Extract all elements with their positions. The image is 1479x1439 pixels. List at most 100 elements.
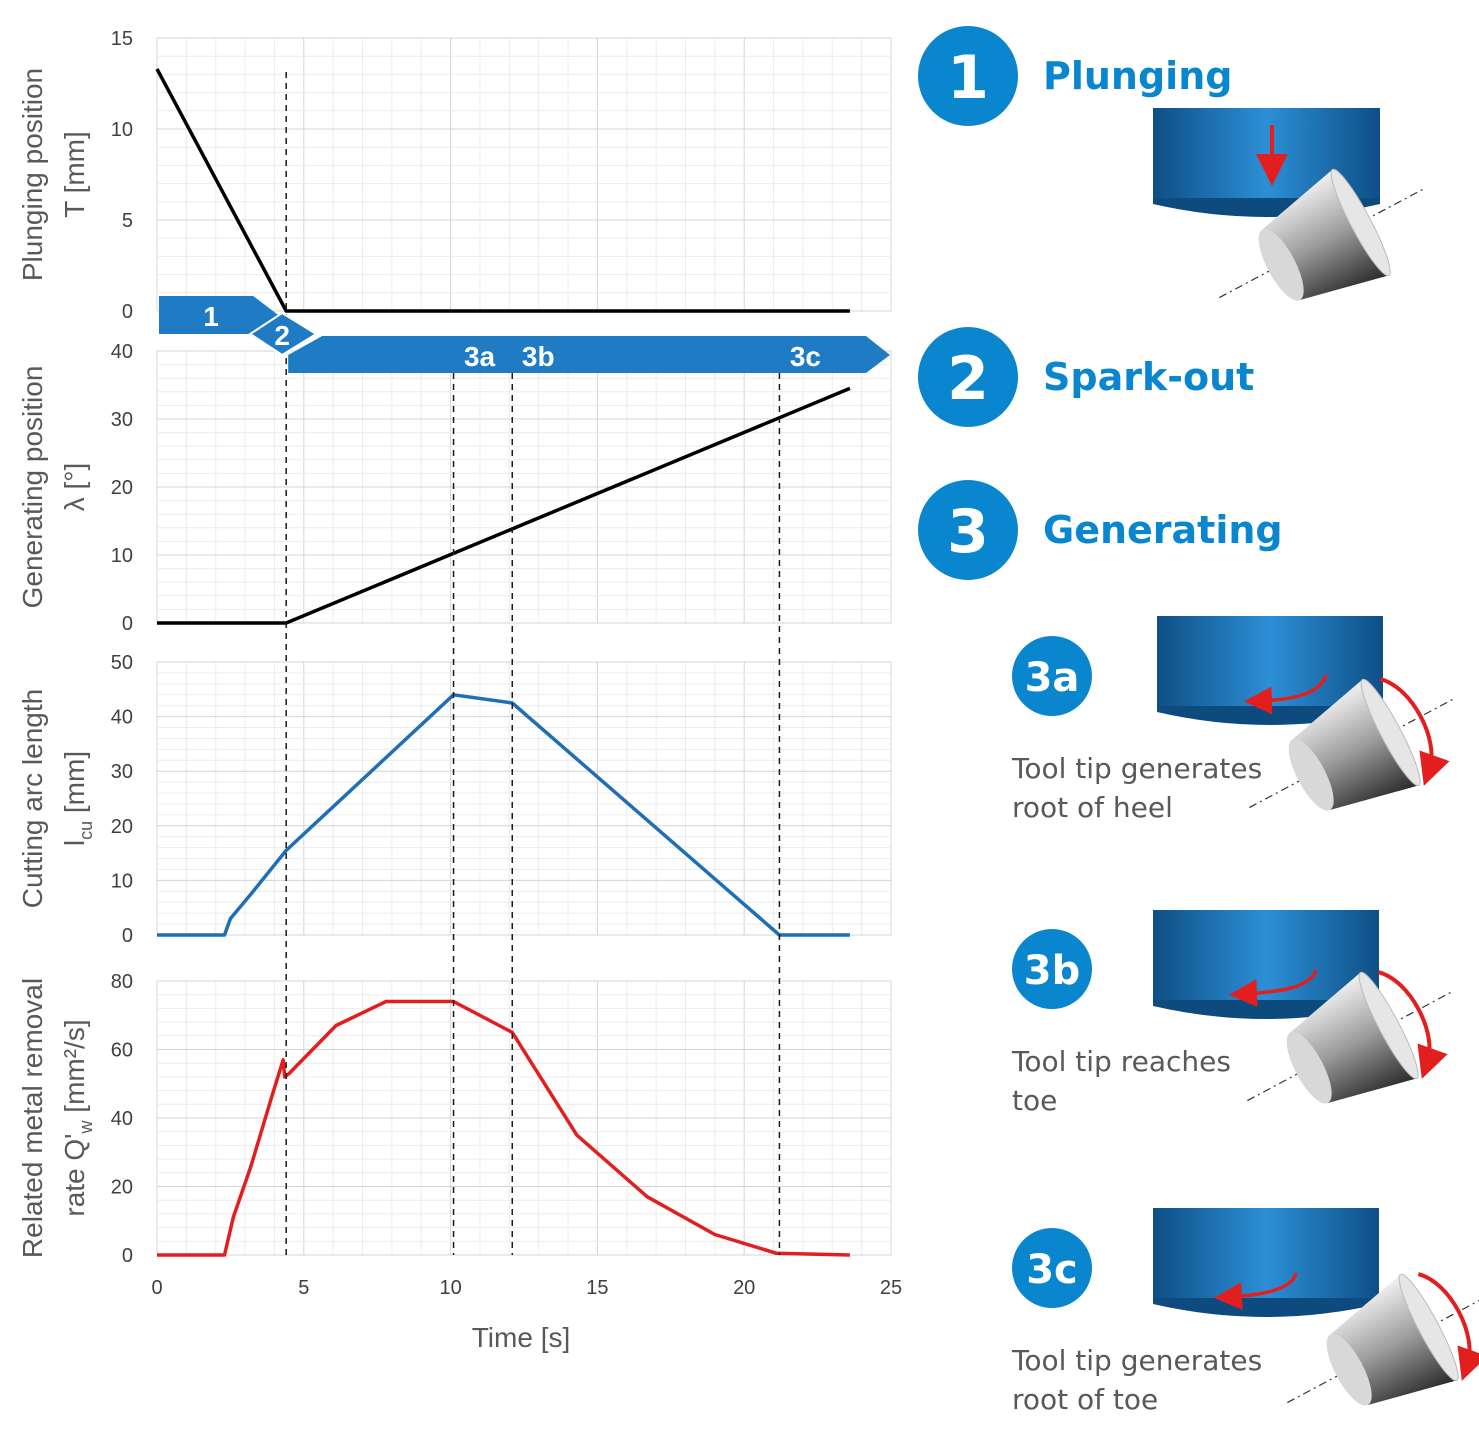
y-tick-label: 40 — [111, 1108, 133, 1130]
gear-rotate-icon — [1417, 1272, 1479, 1381]
y-axis-label: Cutting arc length lcu [mm] — [17, 689, 96, 908]
series-line — [155, 68, 850, 313]
step-badge — [918, 327, 1018, 427]
y-tick-label: 10 — [111, 119, 133, 141]
tool-rotate-arrow — [1214, 1272, 1298, 1311]
phase-1-label: 1 — [203, 301, 219, 332]
substep-desc-line1: Tool tip generates — [1011, 752, 1262, 785]
substep-workpiece-1 — [1249, 677, 1453, 811]
step-badge — [918, 26, 1018, 126]
series-line — [157, 999, 850, 1257]
substep-3b: 3b Tool tip reaches toe — [1011, 929, 1231, 1117]
y-tick-label: 30 — [111, 761, 133, 783]
gear-rotate-icon — [1377, 970, 1448, 1079]
plunge-workpiece — [1219, 168, 1423, 301]
substep-3a: 3a Tool tip generates root of heel — [1011, 636, 1262, 824]
y-tick-label: 40 — [111, 341, 133, 363]
substep-desc-line2: root of toe — [1012, 1383, 1158, 1416]
phase-2-label: 2 — [274, 320, 290, 351]
series-line — [157, 386, 851, 625]
cone-base — [1330, 168, 1391, 277]
chart-panel-3: 0 10 20 30 40 50 Cutting arc length lcu [mm] — [17, 652, 892, 947]
y-axis-label: Plunging position T [mm] — [17, 68, 90, 281]
y-tick-label: 0 — [122, 1245, 133, 1267]
phase-3b-label: 3b — [522, 341, 555, 372]
chart-panel-4: 0 20 40 60 80 0 5 10 15 20 25 Time [s] Related metal… — [17, 971, 902, 1353]
y-tick-label: 50 — [111, 652, 133, 674]
cone-base — [1360, 678, 1421, 787]
substep-desc-line1: Tool tip reaches — [1011, 1045, 1231, 1078]
substep-workpiece-2 — [1247, 970, 1451, 1104]
y-tick-label: 30 — [111, 409, 133, 431]
y-tick-label: 10 — [111, 545, 133, 567]
chart-panel-2: 0 10 20 30 40 Generating position λ [°] — [17, 341, 892, 635]
grinding-tool-body — [1153, 1208, 1379, 1304]
substep-workpiece-3 — [1287, 1272, 1479, 1406]
phase-3-arrow — [288, 336, 891, 373]
y-tick-label: 0 — [122, 925, 133, 947]
y-tick-label: 40 — [111, 707, 133, 729]
step-number: 3 — [947, 497, 989, 567]
substep-badge — [1012, 636, 1092, 716]
grinding-tool-edge — [1153, 1298, 1379, 1317]
y-tick-label: 0 — [122, 301, 133, 323]
phase-bar: 1 2 3a 3b 3c — [159, 296, 891, 373]
step-3: 3 Generating — [918, 480, 1283, 580]
tool-rotate-arrow — [1229, 969, 1318, 1008]
y-tick-label: 5 — [122, 210, 133, 232]
tool-rotate-arrow — [1244, 674, 1328, 715]
x-tick-label: 0 — [151, 1277, 162, 1299]
step-title: Generating — [1043, 508, 1283, 552]
x-tick-label: 25 — [880, 1277, 902, 1299]
step-number: 1 — [947, 43, 989, 113]
chart-panel-1: 0 5 10 15 Plunging position T [mm] — [17, 28, 892, 323]
x-tick-label: 5 — [298, 1277, 309, 1299]
cone-base — [1358, 971, 1419, 1080]
substep-number: 3c — [1026, 1247, 1078, 1293]
phase-3a-label: 3a — [464, 341, 496, 372]
x-tick-label: 10 — [439, 1277, 461, 1299]
step-title: Plunging — [1043, 54, 1232, 98]
legend-panel: 1 Plunging 2 Spark-out 3 Generating 3a Tool tip… — [918, 26, 1479, 1416]
y-tick-label: 60 — [111, 1040, 133, 1062]
phase-1-arrow — [159, 296, 279, 334]
phase-markers — [285, 72, 781, 1255]
y-axis-label: Related metal removal rate Q'w [mm²/s] — [17, 978, 96, 1258]
phase-2-diamond — [248, 311, 319, 357]
substep-tool-3 — [1153, 1208, 1379, 1317]
x-tick-label: 20 — [733, 1277, 755, 1299]
y-tick-label: 10 — [111, 870, 133, 892]
step-number: 2 — [947, 344, 989, 414]
series-line — [157, 693, 850, 937]
cone-face — [1286, 1031, 1332, 1104]
substep-3c: 3c Tool tip generates root of toe — [1011, 1228, 1262, 1416]
y-tick-label: 20 — [111, 1177, 133, 1199]
step-badge — [918, 480, 1018, 580]
gear-rotate-icon — [1379, 677, 1450, 786]
step-2: 2 Spark-out — [918, 327, 1254, 427]
step-1: 1 Plunging — [918, 26, 1232, 126]
y-tick-label: 80 — [111, 971, 133, 993]
substep-desc-line2: root of heel — [1012, 791, 1173, 824]
x-tick-label: 15 — [586, 1277, 608, 1299]
y-tick-label: 20 — [111, 816, 133, 838]
y-tick-label: 20 — [111, 477, 133, 499]
cone-face — [1258, 228, 1304, 301]
substep-desc-line1: Tool tip generates — [1011, 1344, 1262, 1377]
cone-base — [1398, 1273, 1459, 1382]
substep-badge — [1012, 929, 1092, 1009]
substep-badge — [1012, 1228, 1092, 1308]
phase-3c-label: 3c — [790, 341, 821, 372]
cone-face — [1288, 738, 1334, 811]
y-tick-label: 0 — [122, 613, 133, 635]
substep-number: 3b — [1024, 948, 1080, 994]
substep-desc-line2: toe — [1012, 1084, 1057, 1117]
x-axis-label: Time [s] — [472, 1322, 571, 1353]
step-title: Spark-out — [1043, 355, 1254, 399]
substep-number: 3a — [1025, 655, 1080, 701]
y-axis-label: Generating position λ [°] — [17, 366, 90, 609]
y-tick-label: 15 — [111, 28, 133, 50]
cone-face — [1326, 1333, 1372, 1406]
